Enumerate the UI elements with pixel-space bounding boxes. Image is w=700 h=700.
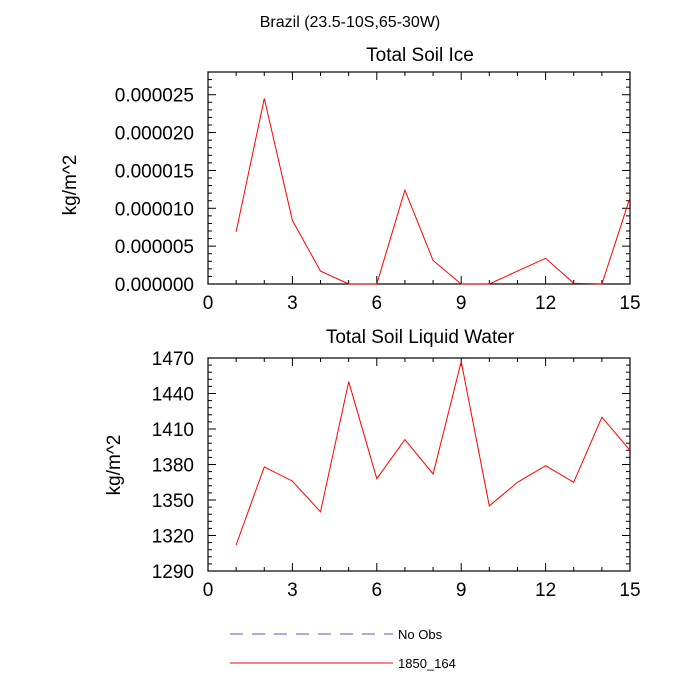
x-tick-label: 15 bbox=[619, 293, 640, 314]
x-tick-label: 12 bbox=[535, 293, 556, 314]
tick-labels: 0 3 6 9 12 15 1290 1320 1350 1380 1410 1440 1470 bbox=[152, 349, 641, 601]
x-tick-label: 6 bbox=[372, 580, 383, 601]
ticks bbox=[207, 71, 631, 285]
y-tick-label: 1440 bbox=[152, 385, 194, 406]
chart-title: Total Soil Liquid Water bbox=[326, 327, 515, 348]
legend-label-no-obs: No Obs bbox=[398, 627, 443, 642]
x-tick-label: 0 bbox=[203, 293, 214, 314]
y-tick-label: 1320 bbox=[152, 527, 194, 548]
y-axis-label: kg/m^2 bbox=[104, 435, 125, 496]
x-tick-label: 9 bbox=[456, 580, 467, 601]
legend-label-1850-164: 1850_164 bbox=[398, 656, 456, 671]
series-1850-164 bbox=[235, 361, 631, 546]
ticks bbox=[207, 357, 631, 572]
series-line bbox=[235, 361, 631, 546]
panel-total-soil-ice: Total Soil Ice kg/m^2 0 3 6 9 12 15 0.000000 0.… bbox=[60, 45, 641, 314]
y-tick-label: 0.000020 bbox=[115, 124, 194, 145]
x-tick-label: 3 bbox=[287, 293, 298, 314]
y-tick-label: 0.000005 bbox=[115, 237, 194, 258]
x-tick-label: 12 bbox=[535, 580, 556, 601]
x-tick-label: 9 bbox=[456, 293, 467, 314]
series-1850-164 bbox=[235, 98, 631, 285]
y-tick-label: 1290 bbox=[152, 562, 194, 583]
y-tick-label: 1410 bbox=[152, 420, 194, 441]
panel-total-soil-liquid-water: Total Soil Liquid Water kg/m^2 0 3 6 9 12 15 1… bbox=[104, 327, 641, 601]
y-tick-label: 1470 bbox=[152, 349, 194, 370]
y-tick-label: 1380 bbox=[152, 456, 194, 477]
figure-title: Brazil (23.5-10S,65-30W) bbox=[260, 14, 441, 31]
y-tick-label: 1350 bbox=[152, 491, 194, 512]
plot-frame bbox=[207, 357, 631, 572]
y-tick-label: 0.000000 bbox=[115, 275, 194, 296]
tick-labels: 0 3 6 9 12 15 0.000000 0.000005 0.000010 0.000015… bbox=[115, 86, 641, 314]
y-tick-label: 0.000015 bbox=[115, 161, 194, 182]
chart-title: Total Soil Ice bbox=[366, 45, 474, 66]
x-tick-label: 0 bbox=[203, 580, 214, 601]
x-tick-label: 15 bbox=[619, 580, 640, 601]
plot-frame bbox=[207, 71, 631, 285]
y-tick-label: 0.000010 bbox=[115, 199, 194, 220]
legend: No Obs 1850_164 bbox=[230, 627, 456, 671]
series-line bbox=[235, 98, 631, 285]
y-tick-label: 0.000025 bbox=[115, 86, 194, 107]
x-tick-label: 3 bbox=[287, 580, 298, 601]
y-axis-label: kg/m^2 bbox=[60, 155, 81, 216]
x-tick-label: 6 bbox=[372, 293, 383, 314]
